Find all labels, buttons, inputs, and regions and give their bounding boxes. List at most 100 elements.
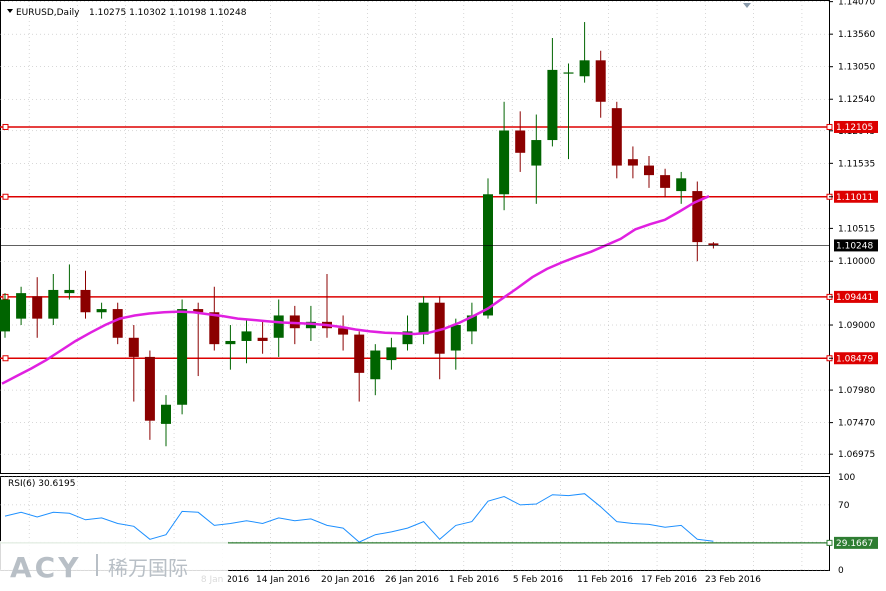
level-price-tag: [834, 352, 878, 365]
date-tick-label: 14 Jan 2016: [256, 575, 310, 585]
candle-body: [128, 337, 139, 357]
candle-body: [241, 331, 252, 341]
price-tick-label: 1.06975: [838, 450, 875, 460]
level-anchor: [826, 123, 833, 130]
candle-body: [611, 108, 622, 166]
candle-body: [209, 312, 220, 345]
candle-body: [48, 289, 59, 319]
date-tick-label: 11 Feb 2016: [577, 575, 633, 585]
candle-body: [595, 60, 606, 102]
rsi-level-anchor: [826, 539, 833, 546]
date-tick-label: 20 Jan 2016: [321, 575, 375, 585]
candle-body: [644, 165, 654, 176]
candle-body: [32, 296, 43, 319]
candle-body: [418, 302, 429, 335]
candle-body: [660, 175, 671, 188]
level-price-tag: [834, 190, 878, 203]
level-price-label: 1.11011: [836, 193, 873, 203]
candle-body: [531, 140, 542, 166]
candle-body: [708, 243, 719, 246]
candle-body: [225, 340, 236, 345]
candle-body: [112, 309, 123, 338]
price-tick-label: 1.14070: [838, 0, 875, 8]
candles: [0, 22, 719, 447]
candle-body: [16, 293, 27, 319]
rsi-level-tag: [834, 536, 878, 549]
brand-logo: ACY 稀万国际: [0, 541, 228, 585]
price-tags: 1.12105 1.11011 1.09441 1.08479 1.10248 29.16…: [826, 120, 878, 549]
level-price-label: 1.08479: [836, 354, 873, 364]
level-price-tag: [834, 120, 878, 133]
candle-body: [257, 337, 268, 341]
date-tick-label: 17 Feb 2016: [641, 575, 697, 585]
horizontal-levels: [0, 123, 833, 362]
candle-body: [402, 331, 413, 345]
price-tick-label: 1.13050: [838, 63, 875, 73]
rsi-tick-label: 100: [838, 473, 855, 483]
rsi-panel-frame: [0, 476, 830, 571]
candle-body: [273, 315, 284, 338]
candle-body: [466, 315, 477, 332]
price-tick-label: 1.07470: [838, 419, 875, 429]
price-tick-label: 1.12540: [838, 95, 875, 105]
main-price-axis: 1.140701.135601.130501.125401.120451.115…: [829, 0, 875, 460]
chart-shift-marker-icon[interactable]: [743, 3, 751, 8]
candle-body: [177, 309, 188, 405]
candle-body: [563, 72, 574, 74]
price-tick-label: 1.10000: [838, 257, 875, 267]
candle-body: [96, 309, 107, 313]
candle-body: [64, 289, 75, 294]
price-tick-label: 1.07980: [838, 386, 875, 396]
date-tick-label: 5 Feb 2016: [513, 575, 564, 585]
candle-body: [434, 302, 445, 354]
rsi-line: [4, 493, 714, 543]
candle-body: [386, 347, 397, 361]
candle-body: [692, 191, 703, 243]
candle-body: [354, 334, 365, 373]
date-tick-label: 23 Feb 2016: [705, 575, 761, 585]
candle-body: [80, 289, 91, 313]
candle-body: [144, 356, 155, 421]
date-tick-label: 1 Feb 2016: [449, 575, 500, 585]
rsi-axis: 10070300: [838, 473, 855, 576]
candle-body: [370, 350, 381, 380]
candle-body: [0, 299, 10, 332]
candle-body: [676, 178, 687, 192]
level-anchor: [2, 193, 9, 200]
date-tick-label: 26 Jan 2016: [385, 575, 439, 585]
current-price-tag: [834, 239, 878, 252]
candle-body: [450, 325, 461, 351]
level-anchor: [2, 123, 9, 130]
current-price-label: 1.10248: [836, 241, 873, 251]
price-tick-label: 1.13560: [838, 30, 875, 40]
price-tick-label: 1.09000: [838, 321, 875, 331]
candle-body: [305, 321, 316, 329]
candle-body: [483, 194, 493, 316]
level-price-label: 1.09441: [836, 293, 873, 303]
candle-body: [579, 60, 590, 77]
rsi-label: RSI(6) 30.6195: [8, 479, 75, 489]
candle-body: [193, 309, 204, 313]
candle-body: [499, 130, 510, 195]
level-price-label: 1.12105: [836, 123, 873, 133]
moving-average-line: [1, 195, 710, 385]
candle-body: [627, 159, 638, 166]
candle-body: [547, 69, 558, 141]
rsi-tick-label: 70: [838, 501, 850, 511]
symbol-label: EURUSD,Daily: [16, 8, 80, 18]
candle-body: [515, 130, 526, 153]
price-tick-label: 1.11535: [838, 159, 875, 169]
price-tick-label: 1.10515: [838, 224, 875, 234]
main-gridlines: [0, 1, 829, 473]
candle-body: [161, 404, 171, 424]
rsi-tick-label: 0: [838, 566, 844, 576]
main-panel-frame: [0, 0, 830, 474]
logo-chinese-text: 稀万国际: [108, 556, 188, 580]
level-price-tag: [834, 290, 878, 303]
level-anchor: [2, 355, 9, 362]
menu-dropdown-icon[interactable]: [7, 9, 13, 13]
candle-body: [338, 328, 349, 335]
rsi-level-label: 29.1667: [836, 539, 873, 549]
